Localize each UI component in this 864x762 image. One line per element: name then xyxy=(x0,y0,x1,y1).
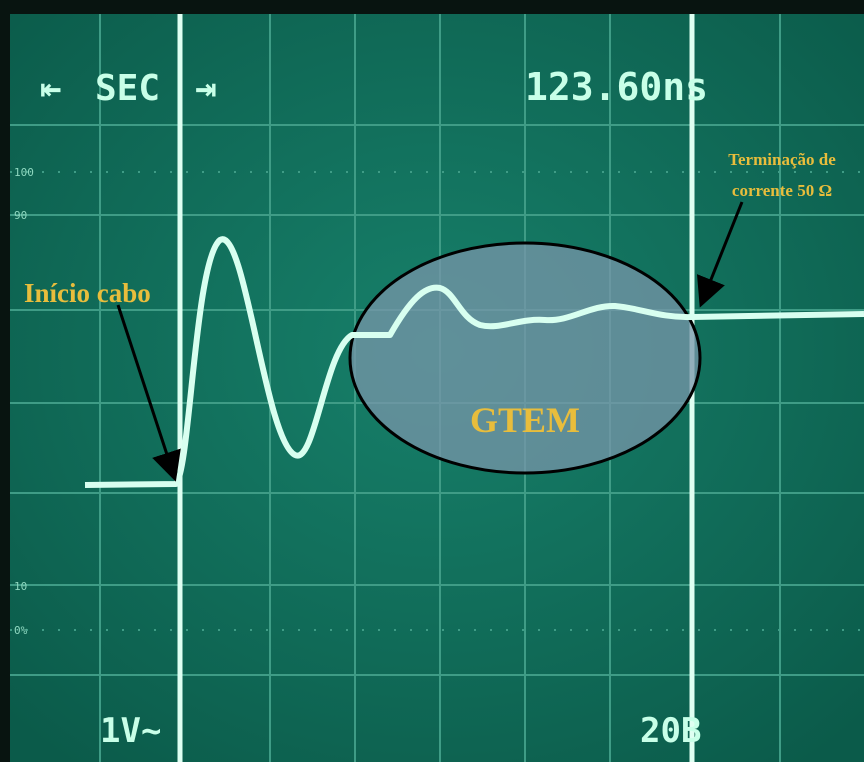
arrow xyxy=(696,201,744,308)
cable-start-label: Início cabo xyxy=(24,278,151,308)
scale-label: 0% xyxy=(14,624,28,637)
waveform xyxy=(84,236,864,488)
termination-label: corrente 50 Ω xyxy=(732,181,832,200)
arrow xyxy=(116,304,181,482)
gtem-label: GTEM xyxy=(470,400,580,440)
ch1-readout: 1V~ xyxy=(100,711,161,751)
scale-label: 90 xyxy=(14,209,27,222)
scale-label: 10 xyxy=(14,580,27,593)
sweep-icon-left: ⇤ xyxy=(40,68,62,109)
sweep-icon-right: ⇥ xyxy=(195,68,217,109)
termination-label: Terminação de xyxy=(728,150,836,169)
time-readout: 123.60ns xyxy=(525,65,708,109)
ch2-readout: 20B xyxy=(640,711,701,751)
sweep-label: SEC xyxy=(95,68,160,109)
scale-label: 100 xyxy=(14,166,34,179)
gtem-region xyxy=(348,241,702,475)
